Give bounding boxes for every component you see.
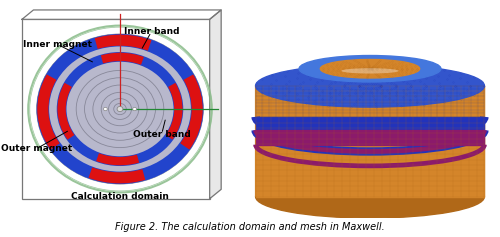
Ellipse shape [342,68,398,73]
Ellipse shape [256,175,484,218]
Polygon shape [299,69,441,88]
Text: Calculation domain: Calculation domain [71,192,169,201]
Polygon shape [210,10,221,199]
Ellipse shape [36,34,203,184]
Ellipse shape [299,55,441,82]
Polygon shape [256,86,484,197]
FancyBboxPatch shape [22,19,210,199]
Ellipse shape [117,106,123,112]
Ellipse shape [256,64,484,107]
Text: Inner magnet: Inner magnet [23,40,92,49]
Text: Outer magnet: Outer magnet [1,144,72,153]
Text: Figure 2. The calculation domain and mesh in Maxwell.: Figure 2. The calculation domain and mes… [115,222,385,232]
Polygon shape [256,117,484,130]
Polygon shape [22,10,221,19]
Polygon shape [256,130,484,145]
Polygon shape [370,64,484,197]
Ellipse shape [320,59,420,78]
Ellipse shape [104,107,108,111]
Text: Inner band: Inner band [124,27,179,36]
Polygon shape [256,64,370,197]
Text: Outer band: Outer band [133,130,190,139]
Ellipse shape [132,107,136,111]
